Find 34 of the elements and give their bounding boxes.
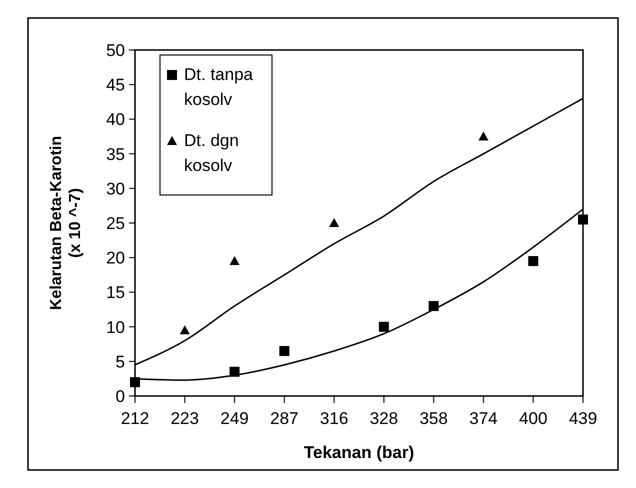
y-tick-label: 35	[106, 144, 125, 164]
y-tick-label: 10	[106, 318, 125, 337]
y-tick-label: 50	[106, 40, 125, 60]
point	[378, 322, 389, 332]
legend-label: Dt. dgn kosolv	[184, 131, 239, 175]
x-tick-label: 400	[519, 409, 548, 428]
y-tick-label: 40	[106, 110, 125, 130]
x-tick-label: 287	[270, 409, 299, 428]
x-tick-label: 374	[469, 409, 498, 428]
y-tick-label: 45	[106, 76, 125, 95]
point	[329, 218, 340, 227]
y-tick-label: 0	[116, 386, 125, 406]
point	[478, 132, 488, 140]
point	[180, 325, 190, 334]
y-tick-label: 25	[106, 214, 125, 233]
x-axis-title: Tekanan (bar)	[304, 443, 414, 462]
point	[279, 346, 290, 356]
point	[578, 214, 588, 225]
y-tick-label: 30	[106, 179, 125, 198]
y-tick-label: 15	[106, 283, 125, 302]
point	[230, 256, 240, 266]
point	[528, 256, 538, 266]
point	[130, 377, 140, 388]
y-tick-label: 20	[106, 248, 125, 268]
y-axis-title: Kelarutan Beta-Karotin (x 10 ^-7)	[48, 136, 84, 310]
x-tick-label: 358	[419, 409, 448, 428]
legend-label: Dt. tanpa kosolv	[184, 65, 254, 109]
x-tick-label: 316	[320, 409, 348, 428]
x-tick-label: 249	[220, 409, 249, 428]
x-tick-label: 212	[120, 409, 150, 428]
y-tick-label: 5	[116, 352, 125, 372]
x-tick-label: 223	[170, 409, 199, 428]
x-tick-label: 328	[370, 409, 398, 428]
x-tick-label: 439	[568, 409, 598, 428]
